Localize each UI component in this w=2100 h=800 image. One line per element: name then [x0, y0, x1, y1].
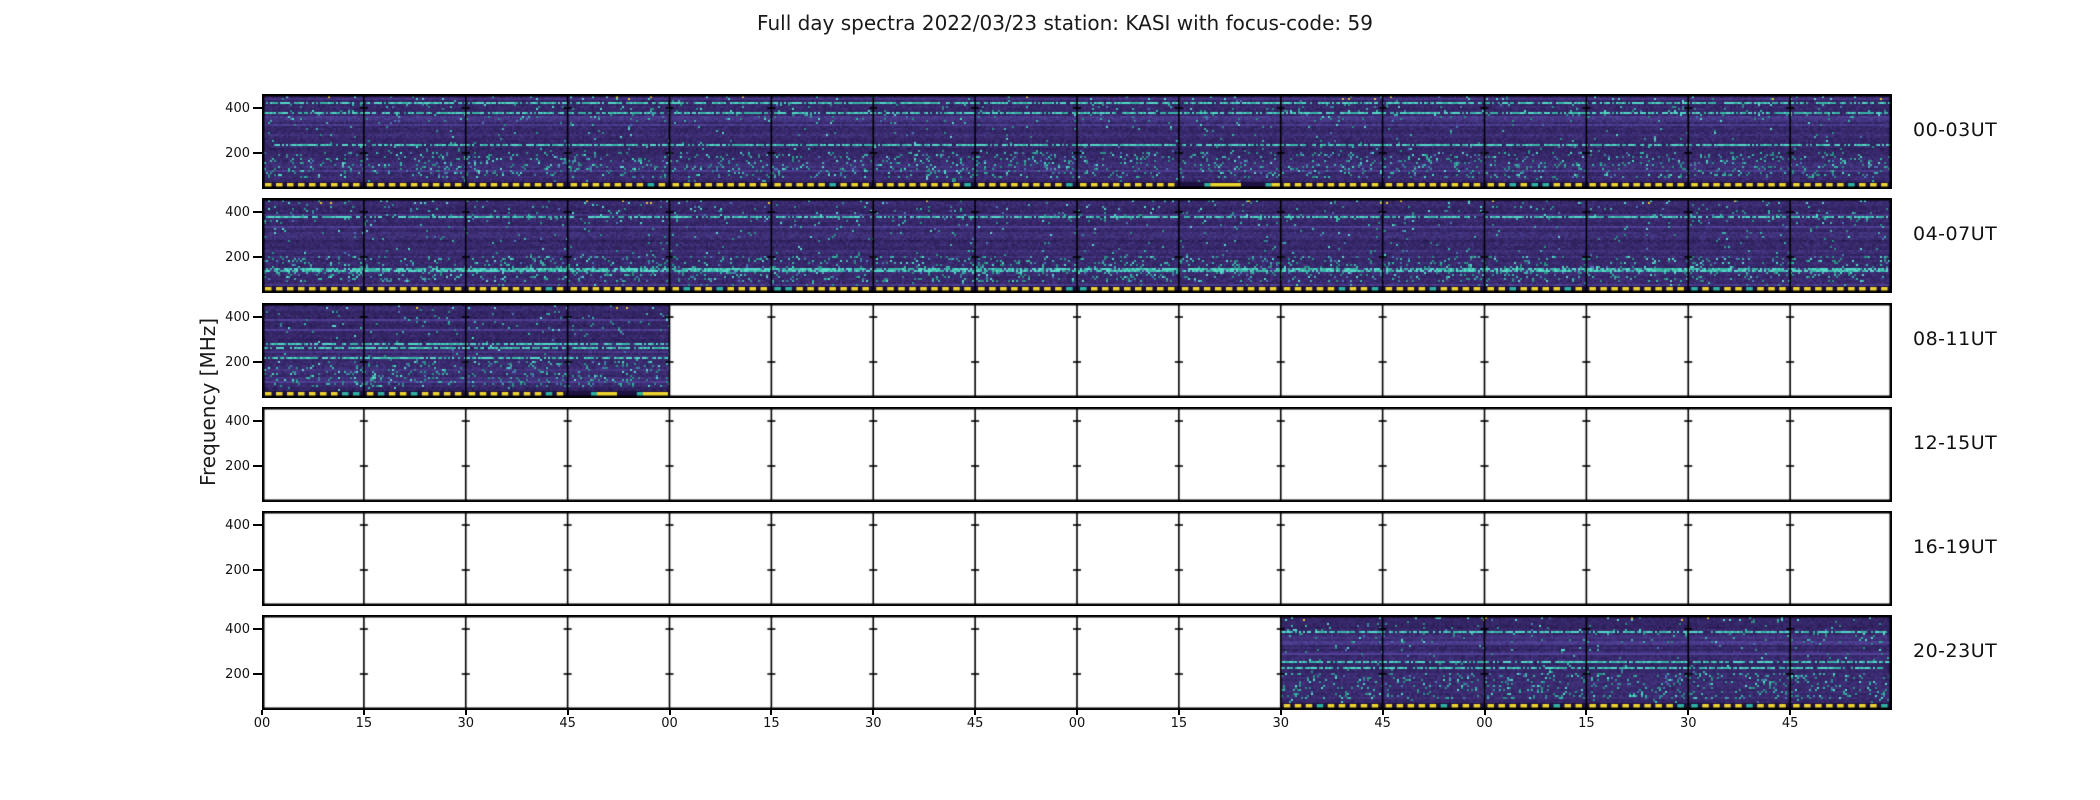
spectra-panel-20-23ut: 400 200 20-23UT [225, 615, 1997, 710]
row-label-16-19ut: 16-19UT [1913, 536, 1998, 558]
xtick-label: 00 [1068, 716, 1086, 731]
row-label-04-07ut: 04-07UT [1913, 223, 1998, 245]
xtick-label: 00 [253, 716, 271, 731]
xtick-label: 45 [559, 716, 576, 731]
y-tickmark [253, 316, 262, 318]
spectrogram-canvas-row-1 [262, 198, 1892, 293]
x-tickmark [974, 710, 977, 715]
x-tickmark [362, 710, 365, 715]
x-tickmark [1789, 710, 1792, 715]
row-label-12-15ut: 12-15UT [1913, 432, 1998, 454]
spectrogram-canvas-row-3 [262, 407, 1892, 502]
x-tickmark [1483, 710, 1486, 715]
ytick-200: 200 [225, 146, 250, 161]
xtick-label: 00 [1476, 716, 1493, 731]
xtick-label: 30 [1679, 716, 1697, 731]
y-tickmark [253, 211, 262, 213]
x-tickmark [261, 710, 263, 715]
xtick-label: 15 [1170, 716, 1188, 731]
spectrogram-canvas-row-0 [262, 94, 1892, 189]
ytick-200: 200 [225, 459, 250, 474]
x-tickmark [464, 710, 467, 715]
x-tickmark [1279, 710, 1282, 715]
y-tickmark [253, 569, 262, 571]
x-tickmark [1687, 710, 1690, 715]
y-tickmark [253, 465, 262, 467]
xtick-label: 45 [966, 716, 984, 731]
x-tickmark [668, 710, 671, 715]
x-tickmark [770, 710, 773, 715]
ytick-400: 400 [225, 101, 250, 116]
spectrogram-canvas-row-5 [262, 615, 1892, 710]
xtick-label: 45 [1781, 716, 1799, 731]
y-tickmark [253, 152, 262, 154]
spectra-panel-00-03ut: 400 200 00-03UT [225, 94, 1997, 189]
row-label-20-23ut: 20-23UT [1913, 640, 1998, 662]
xtick-label: 15 [355, 716, 373, 731]
x-tickmark [1381, 710, 1384, 715]
y-tickmark [253, 673, 262, 675]
xtick-label: 45 [1374, 716, 1391, 731]
y-tickmark [253, 628, 262, 630]
y-tickmark [253, 107, 262, 109]
x-tickmark [1585, 710, 1588, 715]
xtick-label: 30 [457, 716, 475, 731]
x-tickmark [872, 710, 875, 715]
y-tickmark [253, 256, 262, 258]
xtick-label: 15 [763, 716, 780, 731]
xtick-label: 15 [1578, 716, 1595, 731]
spectra-panel-08-11ut: 400 200 08-11UT [225, 303, 1997, 398]
ytick-400: 400 [225, 414, 250, 429]
x-tickmark [566, 710, 569, 715]
spectra-panel-04-07ut: 400 200 04-07UT [225, 198, 1997, 293]
y-axis-label: Frequency [MHz] [196, 317, 220, 487]
y-tickmark [253, 524, 262, 526]
spectrogram-canvas-row-2 [262, 303, 1892, 398]
ytick-200: 200 [225, 355, 250, 370]
spectrogram-canvas-row-4 [262, 511, 1892, 606]
spectra-panel-12-15ut: 400 200 12-15UT [225, 407, 1997, 502]
x-tickmark [1076, 710, 1078, 715]
ytick-200: 200 [225, 563, 250, 578]
spectra-panel-16-19ut: 400 200 16-19UT [225, 511, 1997, 606]
ytick-400: 400 [225, 310, 250, 325]
y-tickmark [253, 420, 262, 422]
ytick-400: 400 [225, 205, 250, 220]
figure-title: Full day spectra 2022/03/23 station: KAS… [757, 11, 1373, 35]
row-label-00-03ut: 00-03UT [1913, 119, 1998, 141]
xtick-label: 00 [661, 716, 678, 731]
y-tickmark [253, 361, 262, 363]
ytick-200: 200 [225, 667, 250, 682]
x-tickmark [1177, 710, 1180, 715]
ytick-400: 400 [225, 622, 250, 637]
ytick-200: 200 [225, 250, 250, 265]
ytick-400: 400 [225, 518, 250, 533]
row-label-08-11ut: 08-11UT [1913, 328, 1998, 350]
xtick-label: 30 [864, 716, 882, 731]
xtick-label: 30 [1272, 716, 1290, 731]
